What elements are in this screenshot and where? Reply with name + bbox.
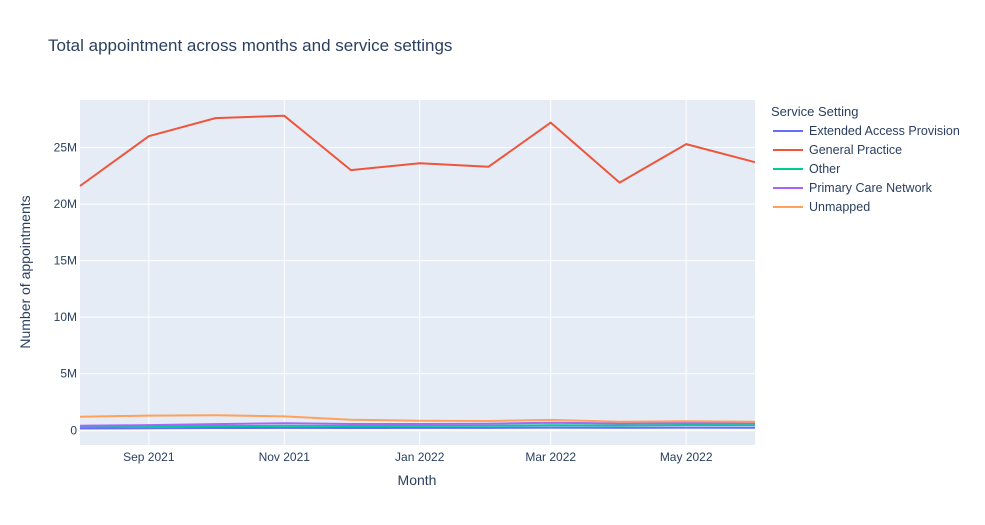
series-line-extended-access-provision <box>79 426 756 430</box>
x-tick-label: Mar 2022 <box>525 450 576 464</box>
x-tick-label: Sep 2021 <box>123 450 175 464</box>
legend-item-extended-access-provision[interactable]: Extended Access Provision <box>773 124 960 138</box>
x-tick-label: Nov 2021 <box>259 450 311 464</box>
x-tick-labels: Sep 2021 Nov 2021 Jan 2022 Mar 2022 May 2022 <box>123 450 713 464</box>
plot-area <box>80 100 755 445</box>
y-tick-label: 25M <box>54 141 77 155</box>
series-line-unmapped <box>79 414 756 423</box>
grid-lines <box>80 100 755 445</box>
y-tick-labels: 0 5M 10M 15M 20M 25M <box>54 141 78 438</box>
legend-label: General Practice <box>809 143 902 157</box>
legend-label: Other <box>809 162 840 176</box>
series-line-general-practice <box>79 114 756 187</box>
legend-item-unmapped[interactable]: Unmapped <box>773 200 870 214</box>
legend-label: Primary Care Network <box>809 181 933 195</box>
x-tick-label: May 2022 <box>660 450 713 464</box>
y-tick-label: 5M <box>60 367 77 381</box>
legend[interactable]: Service Setting Extended Access Provisio… <box>771 104 960 214</box>
legend-label: Extended Access Provision <box>809 124 960 138</box>
x-tick-label: Jan 2022 <box>395 450 445 464</box>
y-tick-label: 20M <box>54 197 77 211</box>
y-tick-label: 10M <box>54 310 77 324</box>
series-lines <box>79 114 756 430</box>
legend-item-primary-care-network[interactable]: Primary Care Network <box>773 181 933 195</box>
legend-label: Unmapped <box>809 200 870 214</box>
chart-title: Total appointment across months and serv… <box>48 36 452 55</box>
legend-item-general-practice[interactable]: General Practice <box>773 143 902 157</box>
y-axis-title: Number of appointments <box>17 195 33 348</box>
x-axis-title: Month <box>398 472 437 488</box>
y-tick-label: 0 <box>70 423 77 437</box>
legend-item-other[interactable]: Other <box>773 162 840 176</box>
series-line-other <box>79 424 756 428</box>
y-tick-label: 15M <box>54 254 77 268</box>
legend-title: Service Setting <box>771 104 858 119</box>
series-line-primary-care-network <box>79 421 756 427</box>
